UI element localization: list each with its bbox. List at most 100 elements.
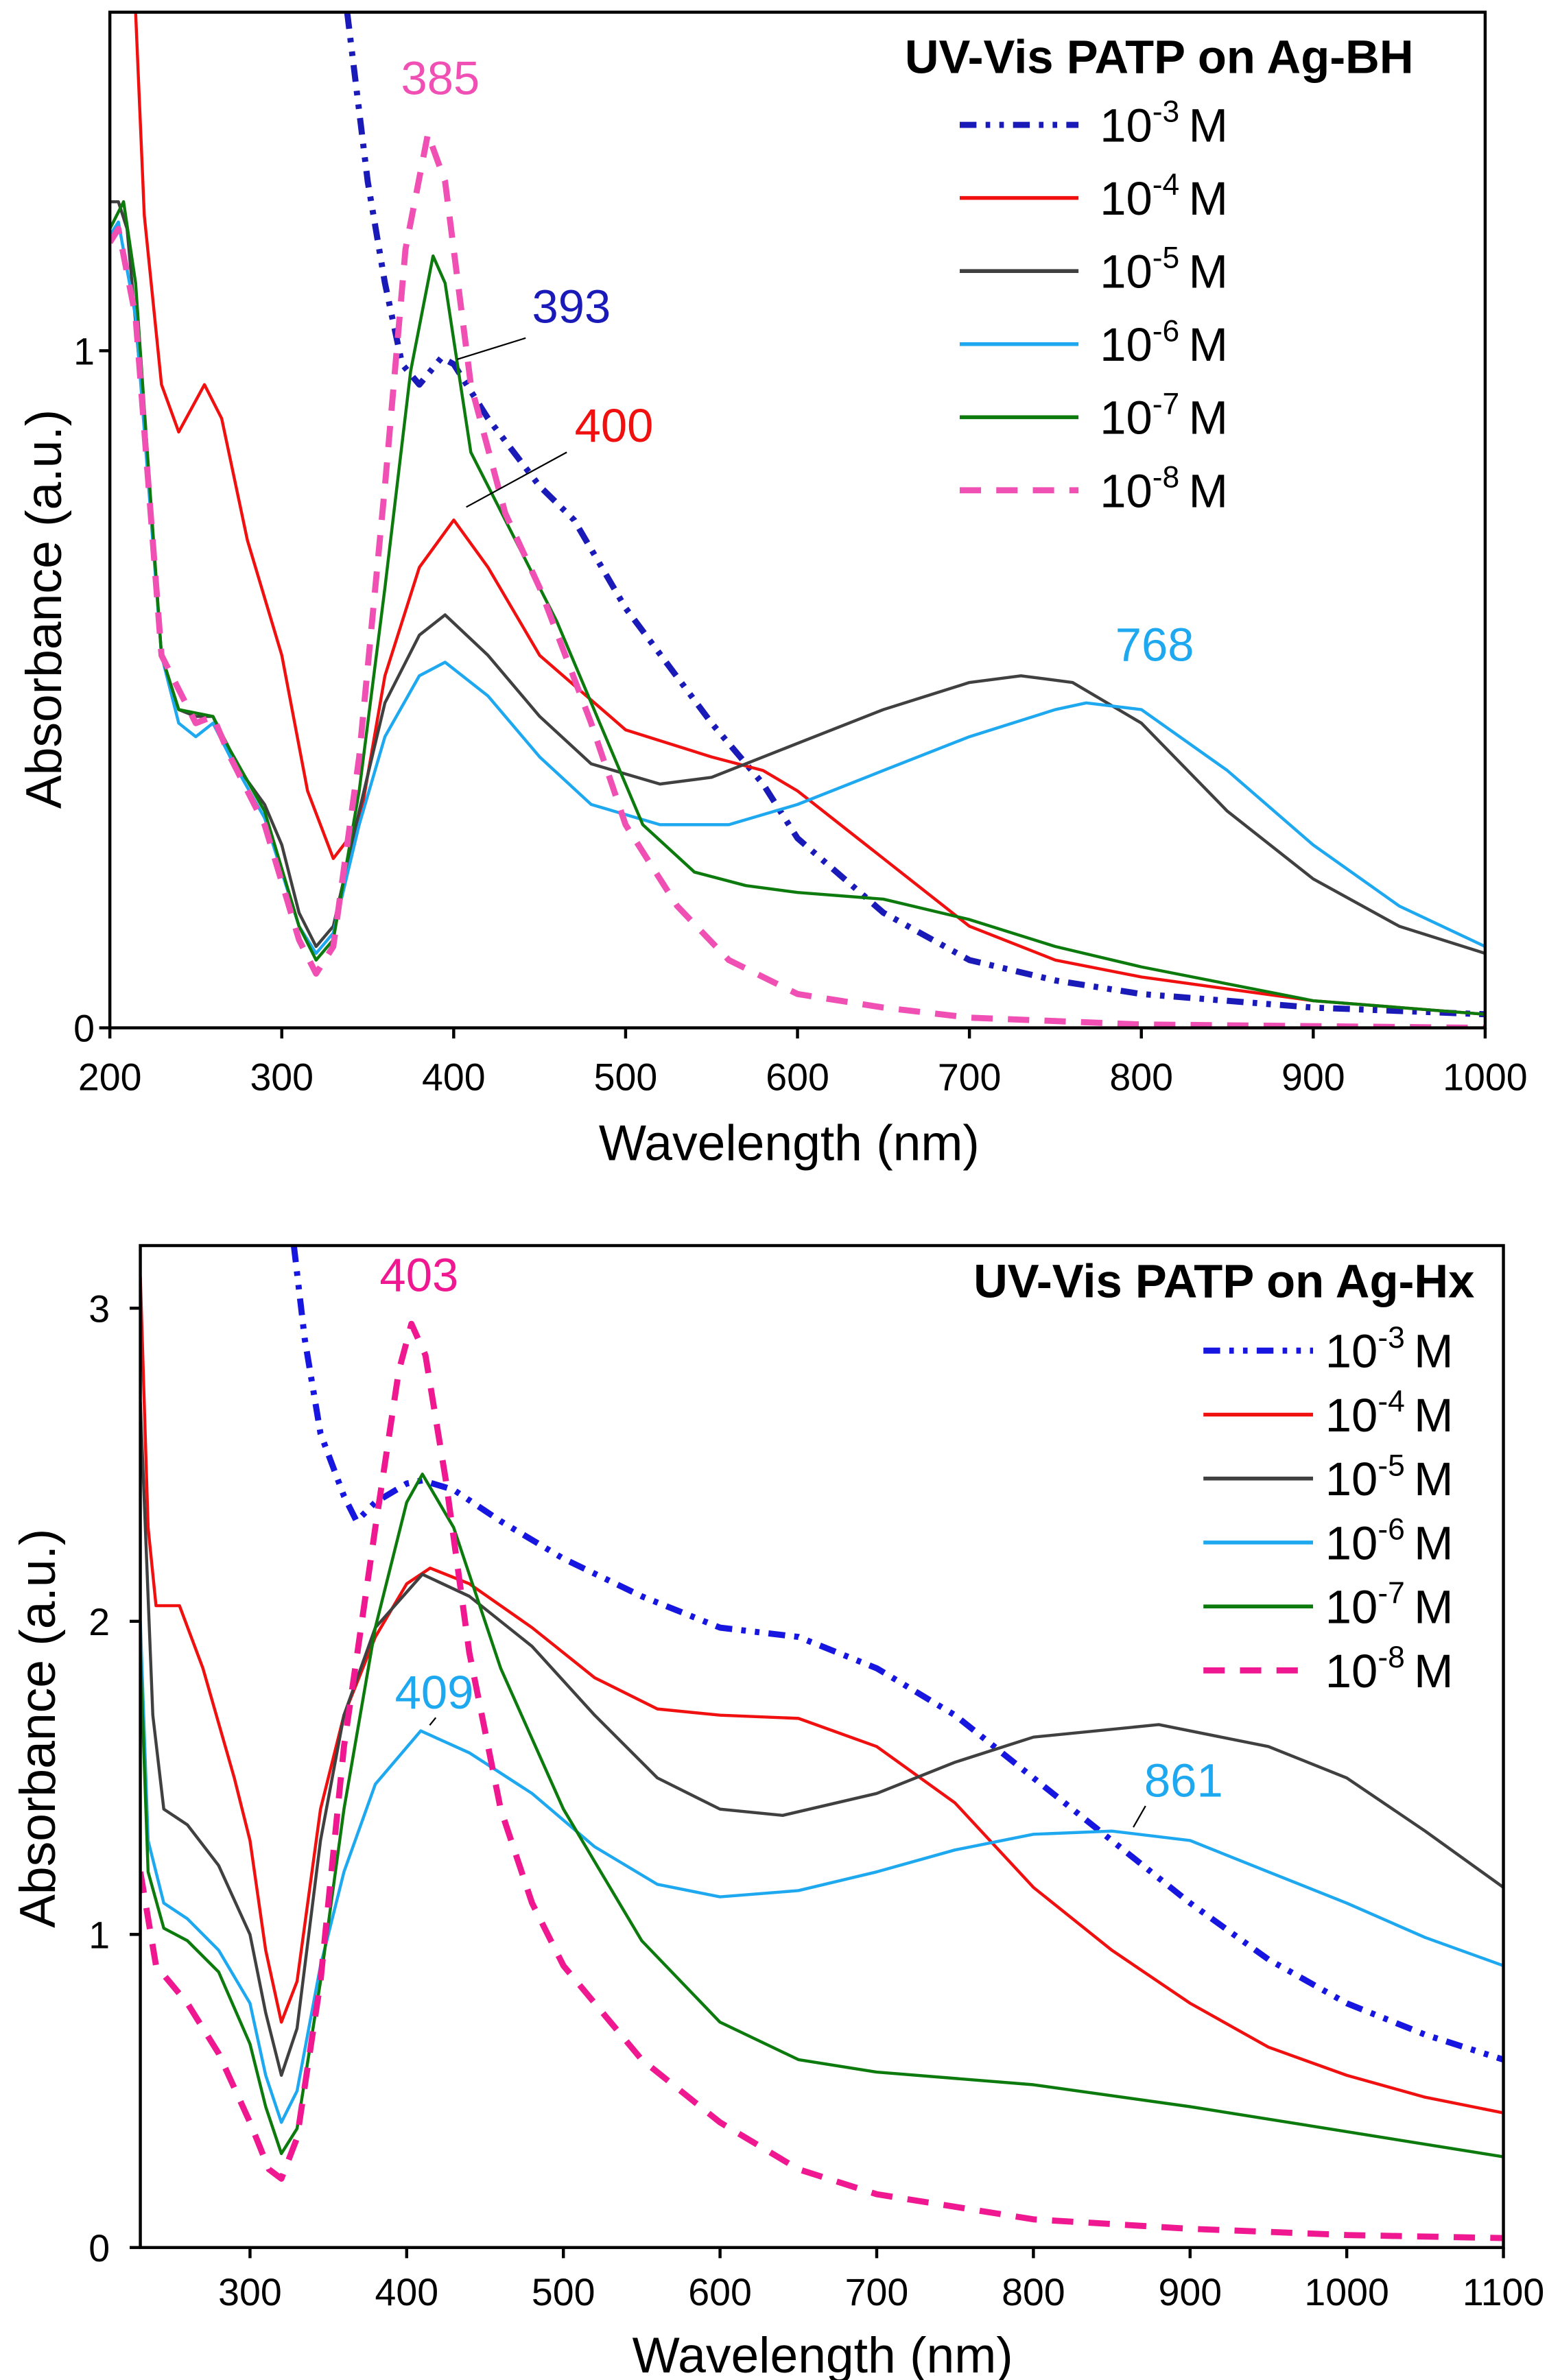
series-line-5 bbox=[110, 130, 1485, 1028]
x-tick-label: 700 bbox=[938, 1056, 1002, 1099]
x-axis-label: Wavelength (nm) bbox=[599, 1115, 980, 1171]
peak-annotation: 409 bbox=[395, 1666, 474, 1719]
series-line-4 bbox=[140, 1473, 1504, 2158]
legend-base: 10 bbox=[1325, 1645, 1378, 1698]
legend-entry-1: 10-4 M bbox=[1100, 168, 1228, 225]
series-line-2 bbox=[140, 1402, 1504, 2077]
legend-entry-3: 10-6 M bbox=[1100, 314, 1228, 371]
legend-exponent: -7 bbox=[1378, 1577, 1404, 1610]
legend-entry-4: 10-7 M bbox=[1100, 388, 1228, 444]
peak-annotation: 861 bbox=[1144, 1754, 1223, 1807]
x-tick-label: 300 bbox=[250, 1056, 314, 1099]
legend-exponent: -3 bbox=[1378, 1321, 1404, 1355]
legend-entry-2: 10-5 M bbox=[1325, 1449, 1454, 1506]
legend-base: 10 bbox=[1100, 172, 1153, 225]
legend-exponent: -4 bbox=[1153, 168, 1179, 202]
legend-unit: M bbox=[1189, 172, 1228, 225]
y-tick-label: 1 bbox=[73, 330, 95, 372]
series-line-3 bbox=[140, 1621, 1504, 2124]
legend-exponent: -5 bbox=[1153, 241, 1179, 275]
legend-exponent: -7 bbox=[1153, 388, 1179, 421]
x-tick-label: 400 bbox=[422, 1056, 486, 1099]
chart-title: UV-Vis PATP on Ag-BH bbox=[905, 31, 1414, 84]
chart-title: UV-Vis PATP on Ag-Hx bbox=[973, 1255, 1474, 1308]
legend-base: 10 bbox=[1325, 1516, 1378, 1569]
legend-exponent: -5 bbox=[1378, 1449, 1404, 1482]
legend-unit: M bbox=[1189, 318, 1228, 371]
legend-base: 10 bbox=[1325, 1389, 1378, 1442]
series-line-1 bbox=[140, 1276, 1504, 2115]
series-line-0 bbox=[344, 12, 1485, 1018]
legend-exponent: -8 bbox=[1378, 1641, 1404, 1674]
legend-exponent: -6 bbox=[1153, 314, 1179, 348]
series-line-1 bbox=[134, 12, 1485, 1016]
y-tick-label: 0 bbox=[88, 2227, 110, 2270]
legend-entry-1: 10-4 M bbox=[1325, 1385, 1454, 1442]
x-tick-label: 500 bbox=[594, 1056, 658, 1099]
legend-base: 10 bbox=[1100, 246, 1153, 298]
y-tick-label: 1 bbox=[88, 1914, 110, 1956]
peak-annotation: 385 bbox=[401, 52, 480, 105]
legend-entry-3: 10-6 M bbox=[1325, 1513, 1454, 1570]
legend-unit: M bbox=[1189, 392, 1228, 444]
legend-exponent: -4 bbox=[1378, 1385, 1404, 1418]
legend-base: 10 bbox=[1325, 1581, 1378, 1634]
legend-base: 10 bbox=[1325, 1325, 1378, 1378]
legend-base: 10 bbox=[1325, 1453, 1378, 1506]
plot-area bbox=[110, 12, 1485, 1028]
legend-entry-0: 10-3 M bbox=[1325, 1321, 1454, 1378]
legend-entry-5: 10-8 M bbox=[1100, 460, 1228, 517]
x-tick-label: 1000 bbox=[1304, 2271, 1388, 2313]
x-tick-label: 500 bbox=[532, 2271, 595, 2313]
series-line-3 bbox=[110, 220, 1485, 955]
y-axis-label: Absorbance (a.u.) bbox=[16, 409, 72, 809]
legend-exponent: -3 bbox=[1153, 95, 1179, 129]
y-tick-label: 0 bbox=[73, 1008, 95, 1050]
legend-unit: M bbox=[1414, 1645, 1453, 1698]
legend-entry-4: 10-7 M bbox=[1325, 1577, 1454, 1634]
x-axis-label: Wavelength (nm) bbox=[633, 2327, 1013, 2380]
x-tick-label: 600 bbox=[766, 1056, 829, 1099]
legend-unit: M bbox=[1189, 246, 1228, 298]
x-tick-label: 400 bbox=[375, 2271, 439, 2313]
legend-unit: M bbox=[1189, 464, 1228, 517]
legend-entry-2: 10-5 M bbox=[1100, 241, 1228, 298]
legend-unit: M bbox=[1189, 99, 1228, 152]
annotation-leader-line bbox=[429, 1717, 437, 1726]
legend-exponent: -8 bbox=[1153, 460, 1179, 494]
legend-unit: M bbox=[1414, 1581, 1453, 1634]
peak-annotation: 768 bbox=[1115, 619, 1194, 671]
x-tick-label: 200 bbox=[78, 1056, 142, 1099]
legend-exponent: -6 bbox=[1378, 1513, 1404, 1547]
x-tick-label: 900 bbox=[1281, 1056, 1345, 1099]
series-line-4 bbox=[110, 200, 1485, 1016]
plot-area bbox=[140, 1246, 1504, 2241]
peak-annotation: 403 bbox=[379, 1249, 458, 1302]
legend-base: 10 bbox=[1100, 392, 1153, 444]
x-tick-label: 300 bbox=[218, 2271, 282, 2313]
x-tick-label: 800 bbox=[1002, 2271, 1065, 2313]
peak-annotation: 393 bbox=[532, 281, 611, 333]
legend-unit: M bbox=[1414, 1389, 1453, 1442]
plot-frame bbox=[139, 1243, 1505, 2250]
annotation-leader-line bbox=[457, 337, 526, 361]
y-tick-label: 3 bbox=[88, 1287, 110, 1330]
x-tick-label: 1100 bbox=[1463, 2271, 1544, 2313]
peak-annotation: 400 bbox=[575, 399, 654, 452]
legend-entry-0: 10-3 M bbox=[1100, 95, 1228, 152]
legend-base: 10 bbox=[1100, 99, 1153, 152]
x-tick-label: 800 bbox=[1109, 1056, 1173, 1099]
series-line-5 bbox=[140, 1320, 1504, 2241]
legend-unit: M bbox=[1414, 1325, 1453, 1378]
series-line-0 bbox=[290, 1246, 1504, 2063]
x-tick-label: 600 bbox=[688, 2271, 752, 2313]
x-tick-label: 1000 bbox=[1443, 1056, 1527, 1099]
x-tick-label: 900 bbox=[1158, 2271, 1222, 2313]
legend-unit: M bbox=[1414, 1516, 1453, 1569]
plot-frame bbox=[108, 10, 1487, 1030]
y-axis-label: Absorbance (a.u.) bbox=[10, 1529, 66, 1928]
chart-ag-bh: UV-Vis PATP on Ag-BH Wavelength (nm) Abs… bbox=[16, 10, 1528, 1171]
annotation-leader-line bbox=[1133, 1805, 1146, 1828]
legend-base: 10 bbox=[1100, 464, 1153, 517]
